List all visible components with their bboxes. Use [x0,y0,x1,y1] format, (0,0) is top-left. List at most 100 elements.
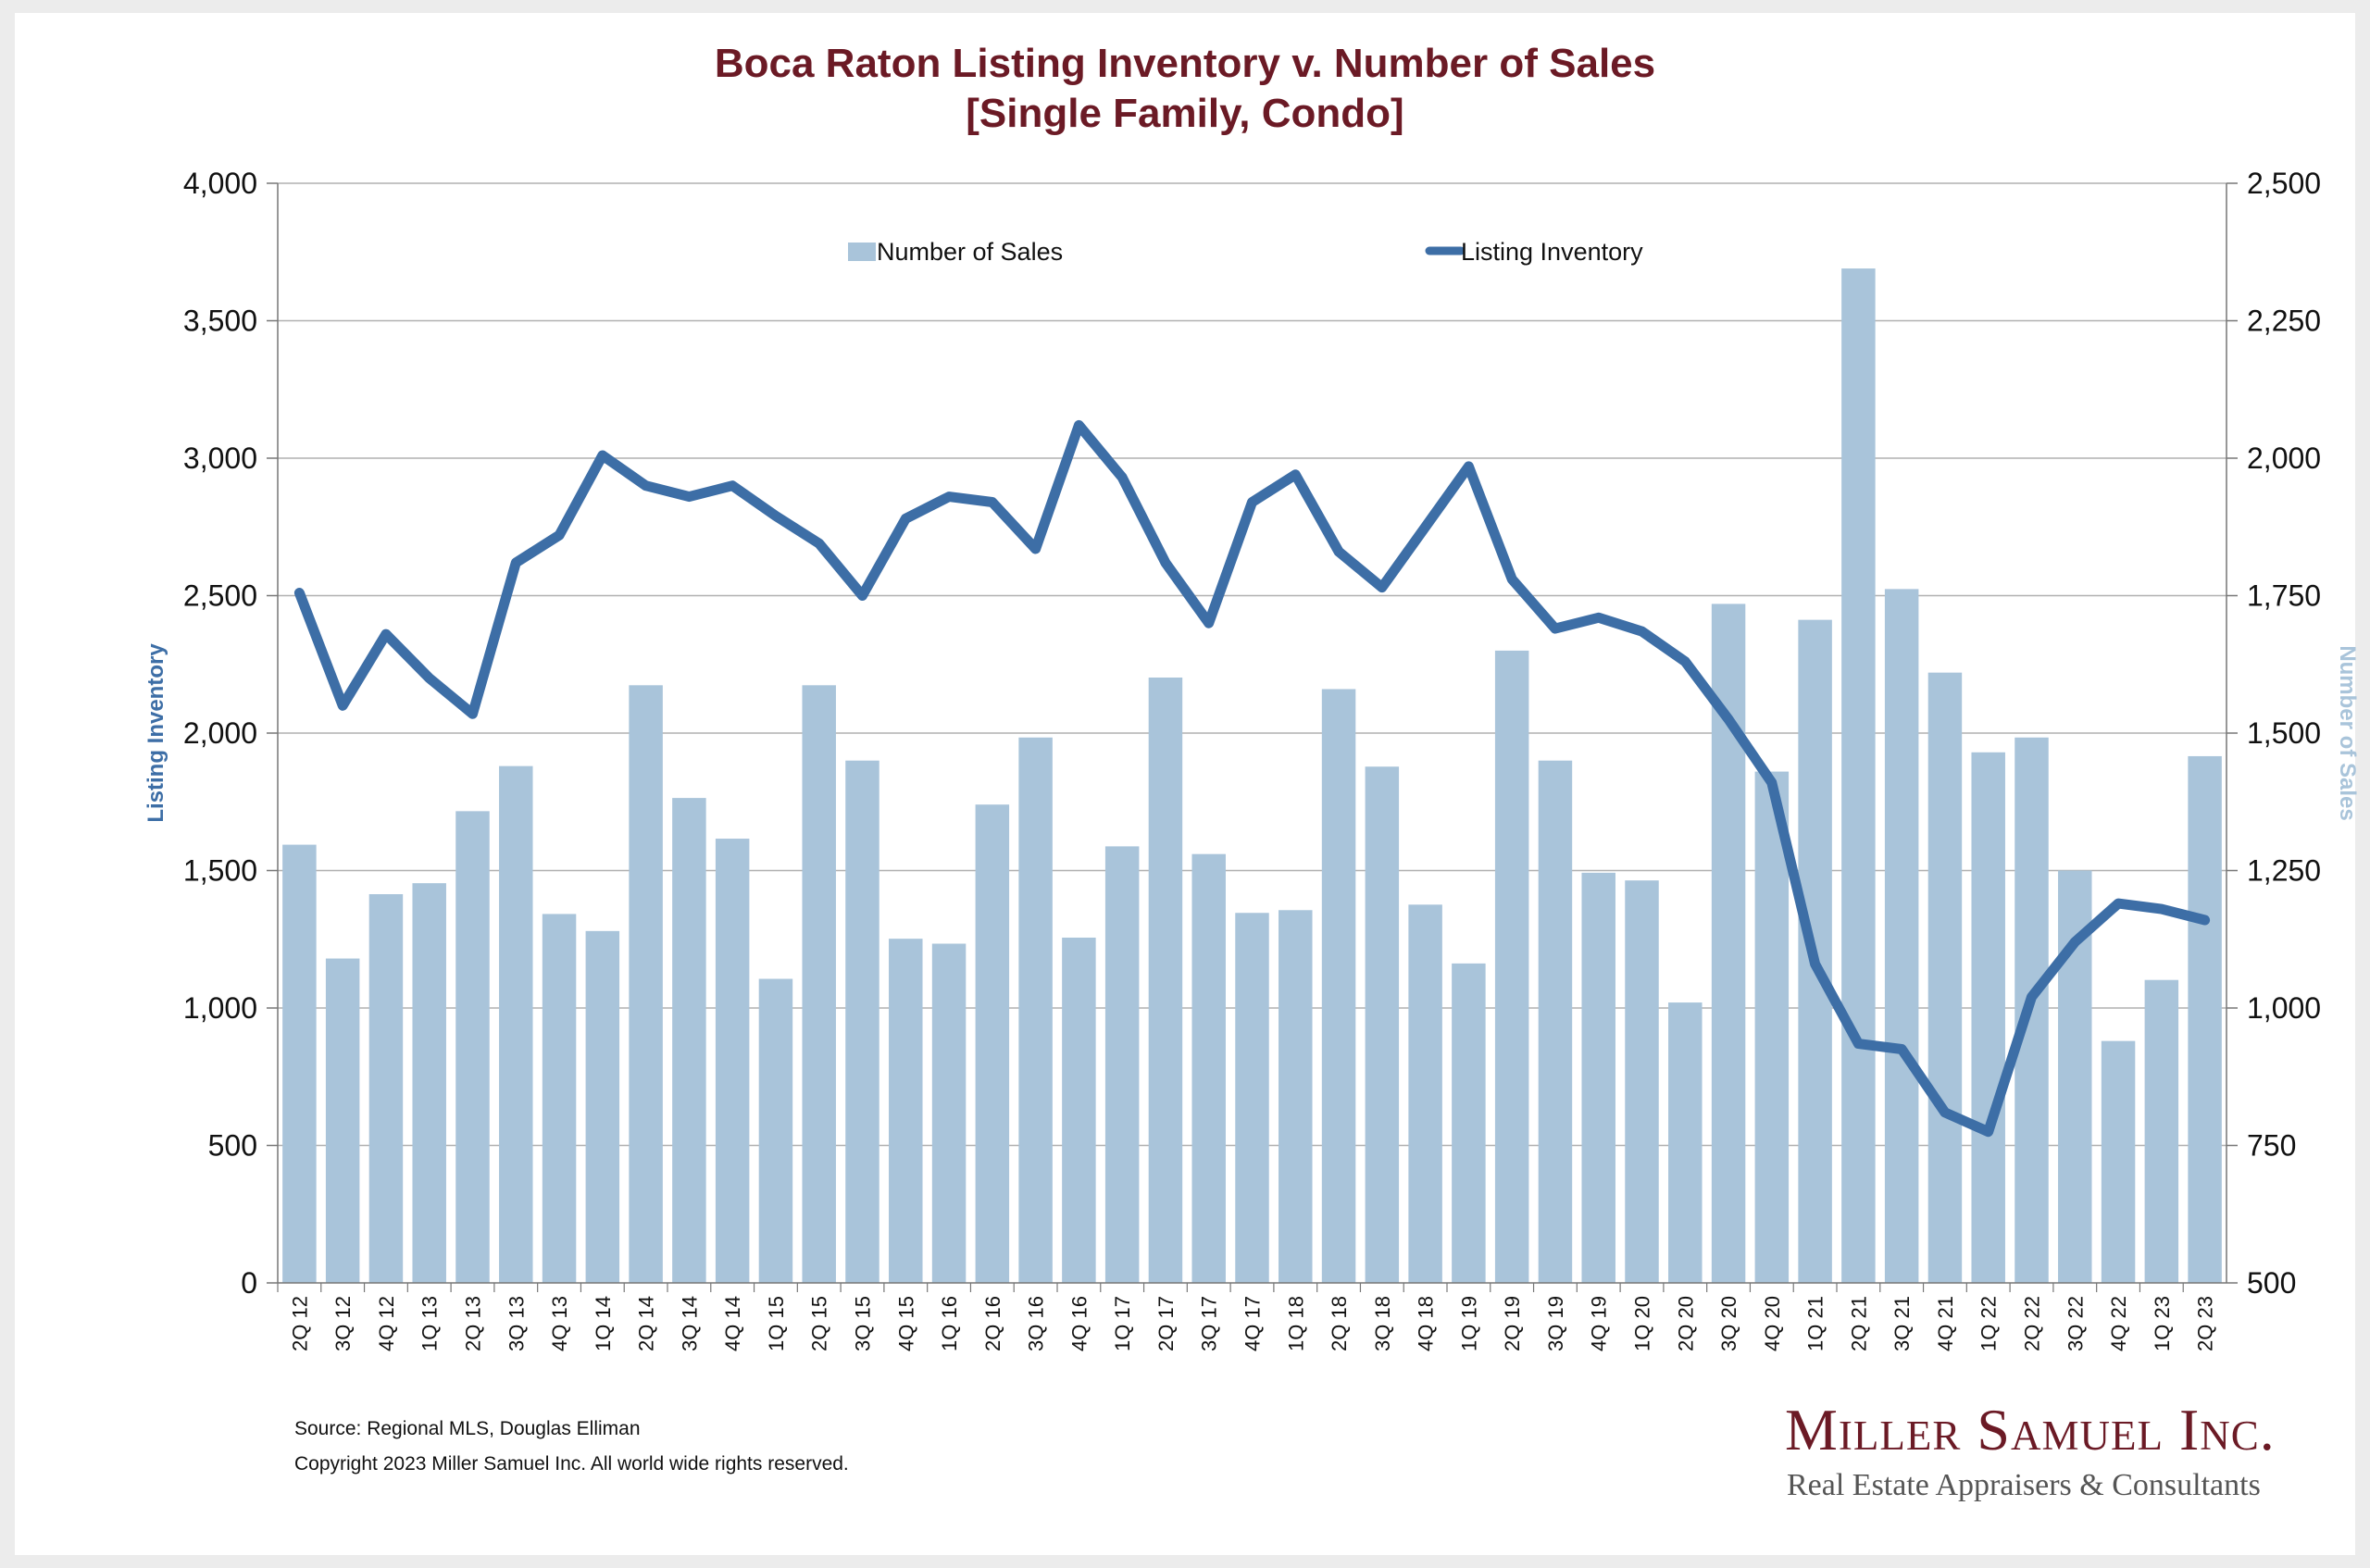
sales-bar [1365,766,1400,1283]
x-category-label: 4Q 20 [1761,1296,1784,1351]
right-tick-label: 750 [2247,1129,2296,1163]
sales-bar [931,943,967,1283]
x-category-label: 3Q 12 [331,1296,355,1351]
sales-bar [1104,846,1140,1283]
x-category-label: 1Q 18 [1284,1296,1307,1351]
right-tick-label: 2,500 [2247,167,2321,200]
x-category-label: 3Q 20 [1717,1296,1740,1351]
company-logo-name: Miller Samuel Inc. [1785,1397,2276,1462]
x-category-label: 4Q 21 [1934,1296,1957,1351]
left-tick-label: 1,500 [183,854,257,888]
legend-label-inventory: Listing Inventory [1461,238,1643,266]
x-category-label: 3Q 13 [505,1296,528,1351]
chart-title-line-2: [Single Family, Condo] [966,91,1404,136]
left-tick-label: 3,500 [183,305,257,338]
x-category-label: 2Q 14 [635,1296,658,1351]
x-category-label: 4Q 16 [1067,1296,1091,1351]
sales-bar [1841,268,1876,1283]
sales-bar [585,930,620,1283]
sales-bar [1279,910,1313,1283]
x-category-label: 3Q 22 [2064,1296,2087,1351]
sales-bar [1191,853,1226,1283]
sales-bar [2188,755,2222,1283]
company-logo-tagline: Real Estate Appraisers & Consultants [1787,1468,2261,1502]
x-category-label: 1Q 20 [1631,1296,1654,1351]
sales-bar [2144,979,2179,1283]
x-category-label: 2Q 23 [2194,1296,2217,1351]
sales-bar [1754,771,1790,1283]
x-category-label: 4Q 19 [1588,1296,1611,1351]
sales-bar [499,765,533,1283]
left-tick-label: 3,000 [183,442,257,475]
copyright-note: Copyright 2023 Miller Samuel Inc. All wo… [294,1453,849,1475]
x-category-label: 2Q 13 [462,1296,485,1351]
sales-bar [1538,760,1573,1283]
x-category-label: 2Q 15 [808,1296,831,1351]
sales-bar [1927,672,1963,1283]
sales-bar [889,939,923,1283]
x-category-label: 1Q 22 [1977,1296,2001,1351]
x-category-label: 3Q 17 [1198,1296,1221,1351]
sales-bar [975,804,1010,1283]
sales-bar [1884,589,1919,1283]
sales-bar [1971,752,2005,1283]
sales-bar [1494,650,1529,1283]
x-category-label: 3Q 19 [1544,1296,1567,1351]
x-category-label: 4Q 18 [1415,1296,1438,1351]
sales-bar [715,839,750,1283]
sales-bar [1235,913,1269,1283]
sales-bar [845,760,879,1283]
legend-label-sales: Number of Sales [877,238,1063,266]
x-category-label: 2Q 18 [1328,1296,1351,1351]
right-tick-label: 1,500 [2247,716,2321,750]
sales-bar [325,958,360,1283]
sales-bar [629,685,663,1283]
x-category-label: 4Q 14 [721,1296,744,1351]
sales-bar [672,798,706,1283]
sales-bar [1581,872,1615,1283]
x-category-label: 2Q 22 [2021,1296,2044,1351]
sales-bar [2101,1040,2136,1283]
sales-bar [1062,937,1096,1283]
right-tick-label: 2,250 [2247,305,2321,338]
x-category-label: 3Q 15 [852,1296,875,1351]
x-category-label: 1Q 14 [592,1296,615,1351]
source-note: Source: Regional MLS, Douglas Elliman [294,1418,641,1439]
x-category-label: 2Q 21 [1847,1296,1870,1351]
x-category-label: 2Q 12 [288,1296,311,1351]
x-category-label: 1Q 21 [1804,1296,1827,1351]
x-category-label: 4Q 17 [1241,1296,1265,1351]
x-category-label: 1Q 23 [2151,1296,2174,1351]
right-tick-label: 2,000 [2247,442,2321,475]
axis-labels: 0 500 1,000 1,500 2,000 2,500 3,000 3,500 4,000 5… [143,167,2360,1351]
left-tick-label: 500 [208,1129,257,1163]
x-category-label: 1Q 15 [765,1296,788,1351]
inventory-line [293,419,2211,1138]
left-tick-label: 0 [241,1266,257,1300]
sales-bar [1018,737,1053,1283]
x-category-label: 3Q 14 [678,1296,701,1351]
sales-bar [412,883,446,1283]
sales-bar [1148,678,1183,1283]
x-category-label: 4Q 15 [894,1296,917,1351]
left-tick-label: 1,000 [183,991,257,1025]
right-tick-label: 500 [2247,1266,2296,1300]
x-category-label: 3Q 18 [1371,1296,1394,1351]
x-category-label: 2Q 16 [981,1296,1004,1351]
axes [267,182,2238,1292]
x-category-label: 4Q 22 [2107,1296,2130,1351]
sales-bar [1408,904,1442,1283]
line-series [293,419,2211,1138]
right-tick-label: 1,250 [2247,854,2321,888]
sales-bar [1625,880,1659,1283]
left-tick-label: 4,000 [183,167,257,200]
x-category-label: 2Q 19 [1501,1296,1524,1351]
sales-bar [1668,1002,1703,1283]
right-tick-label: 1,750 [2247,579,2321,613]
x-category-label: 3Q 21 [1890,1296,1914,1351]
sales-bar [758,978,793,1283]
left-tick-label: 2,500 [183,579,257,613]
sales-bar [542,914,577,1283]
sales-bar [802,685,836,1283]
